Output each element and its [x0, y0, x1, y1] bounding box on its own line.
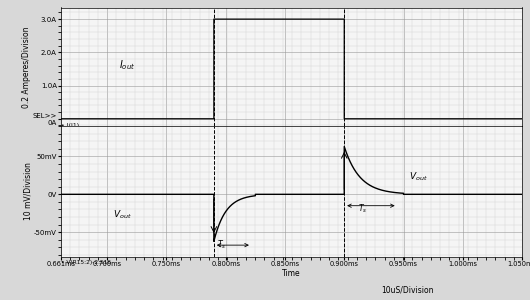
Text: $V_{out}$: $V_{out}$ [113, 208, 132, 220]
Text: $I_{out}$: $I_{out}$ [119, 58, 135, 72]
Y-axis label: 10 mV/Division: 10 mV/Division [23, 162, 32, 220]
Text: $T_s$: $T_s$ [217, 238, 227, 251]
Text: • I(I1): • I(I1) [61, 123, 79, 128]
Text: 10uS/Division: 10uS/Division [382, 286, 434, 295]
X-axis label: Time: Time [282, 269, 301, 278]
Text: • V(R15:2)-2.516: • V(R15:2)-2.516 [61, 260, 111, 265]
Y-axis label: 0.2 Amperes/Division: 0.2 Amperes/Division [22, 26, 31, 107]
Text: $T_s$: $T_s$ [358, 202, 368, 214]
Text: $V_{out}$: $V_{out}$ [410, 170, 428, 183]
